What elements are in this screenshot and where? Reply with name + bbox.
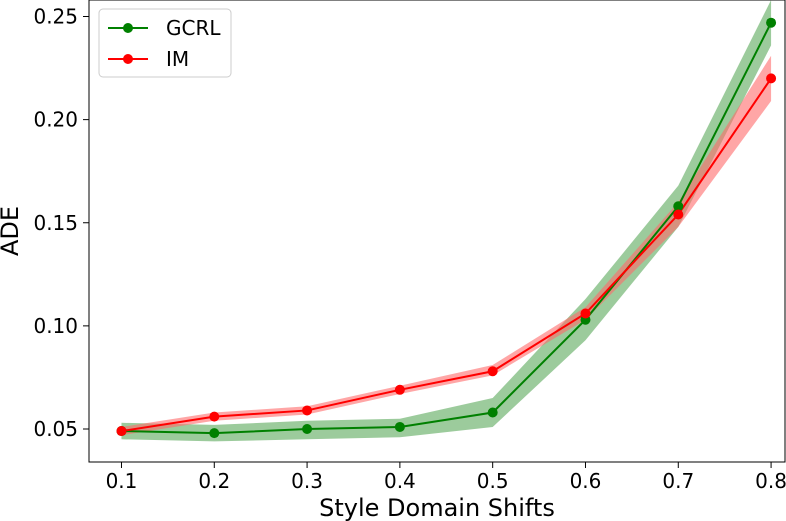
im-point [766,73,777,84]
x-tick-label: 0.3 [291,469,323,493]
gcrl-point [394,421,405,432]
x-tick-label: 0.1 [106,469,138,493]
gcrl-point [209,428,220,439]
im-point [673,209,684,220]
x-tick-label: 0.6 [570,469,602,493]
y-axis-label: ADE [0,206,24,256]
legend-im-marker [123,54,133,64]
legend-gcrl-marker [123,23,133,33]
gcrl-point [302,424,313,434]
gcrl-point [673,201,684,212]
series-points [116,17,777,439]
im-point [302,405,313,416]
y-tick-label: 0.10 [33,314,78,338]
im-point [487,366,498,377]
gcrl-point [766,17,777,28]
y-tick-label: 0.20 [33,108,78,132]
gcrl-point [487,407,498,418]
gcrl-line [121,22,772,435]
im-line [121,77,772,433]
plot-frame [88,0,786,463]
x-tick-label: 0.2 [198,469,230,493]
confidence-bands [121,0,772,442]
x-tick-label: 0.7 [662,469,694,493]
series-lines [121,22,772,435]
im-band [121,55,772,436]
x-tick-label: 0.5 [477,469,509,493]
x-tick-label: 0.8 [755,469,786,493]
im-point [394,384,405,395]
y-tick-label: 0.15 [33,211,78,235]
x-tick-label: 0.4 [384,469,416,493]
im-point [580,308,591,319]
im-point [209,411,220,422]
legend: GCRL IM [98,8,232,78]
legend-gcrl-label: GCRL [166,16,221,40]
x-axis-label: Style Domain Shifts [319,494,555,521]
x-axis-ticks: 0.1 0.2 0.3 0.4 0.5 0.6 0.7 0.8 [106,462,786,493]
y-axis-ticks: 0.05 0.10 0.15 0.20 0.25 [33,5,89,441]
im-point [116,426,127,437]
y-tick-label: 0.25 [33,5,78,29]
y-tick-label: 0.05 [33,417,78,441]
legend-im-label: IM [166,47,189,71]
